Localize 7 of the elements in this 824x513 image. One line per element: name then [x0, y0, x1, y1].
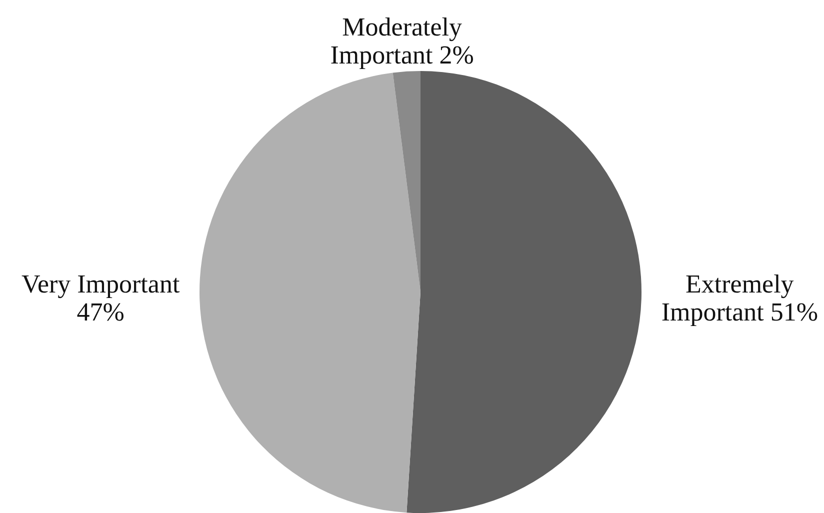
pie-slice — [406, 71, 642, 513]
pie-slice — [200, 72, 420, 513]
slice-label: Moderately Important 2% — [330, 12, 474, 70]
pie-slice — [392, 71, 420, 292]
data-label: 47% — [76, 298, 124, 327]
slice-label: Very Important — [22, 270, 180, 299]
slice-label: Extremely Important 51% — [661, 270, 818, 327]
